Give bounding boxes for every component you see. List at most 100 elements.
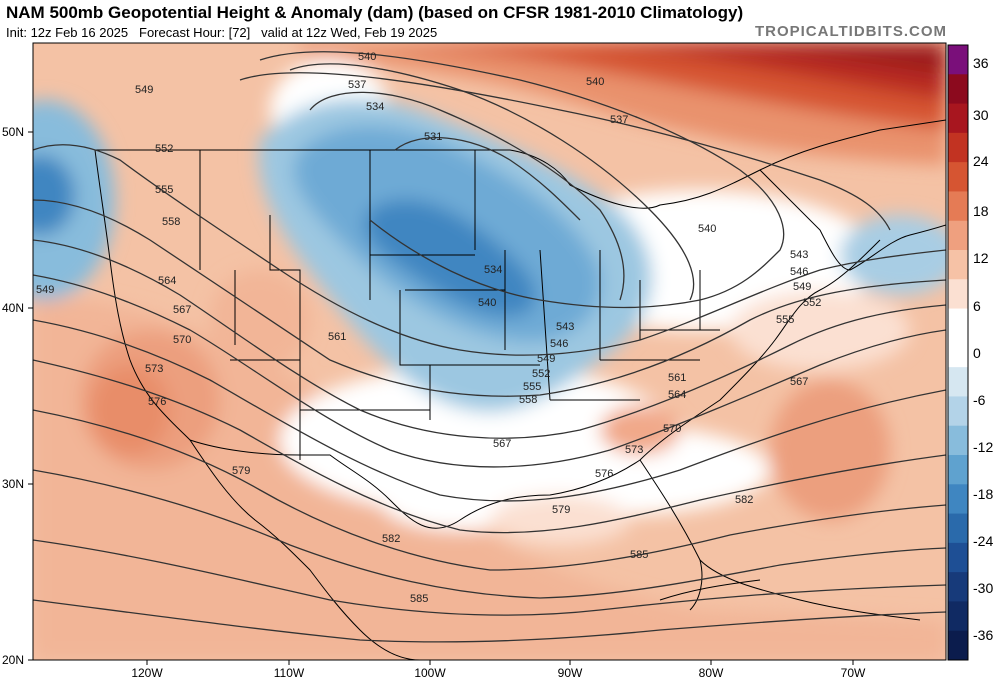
contour-label: 573 — [625, 444, 643, 456]
lat-label: 50N — [2, 125, 24, 139]
colorbar-segment — [948, 162, 968, 192]
colorbar-segment — [948, 74, 968, 105]
contour-label: 552 — [803, 297, 821, 309]
contour-label: 561 — [668, 372, 686, 384]
contour-label: 540 — [358, 51, 376, 63]
contour-label: 570 — [663, 423, 681, 435]
init-time: Init: 12z Feb 16 2025 — [6, 25, 129, 40]
contour-label: 537 — [348, 79, 366, 91]
contour-label: 543 — [556, 321, 574, 333]
colorbar-label: -18 — [973, 486, 993, 502]
colorbar-label: 0 — [973, 345, 981, 361]
contour-label: 573 — [145, 363, 163, 375]
colorbar-segment — [948, 45, 968, 75]
colorbar-segment — [948, 396, 968, 427]
contour-label: 555 — [155, 184, 173, 196]
contour-label: 579 — [552, 504, 570, 516]
lon-label: 100W — [414, 666, 446, 679]
valid-time: valid at 12z Wed, Feb 19 2025 — [261, 25, 438, 40]
contour-label: 564 — [158, 275, 176, 287]
latitude-axis: 50N 40N 30N 20N — [2, 125, 33, 667]
map-borders — [94, 119, 946, 660]
colorbar-segment — [948, 513, 968, 544]
contour-label: 582 — [382, 533, 400, 545]
contour-label: 576 — [148, 396, 166, 408]
colorbar-label: 18 — [973, 203, 989, 219]
colorbar-label: 24 — [973, 153, 989, 169]
contour-label: 585 — [630, 549, 648, 561]
contour-label: 540 — [586, 76, 604, 88]
colorbar — [947, 44, 969, 661]
colorbar-segment — [948, 601, 968, 632]
colorbar-segment — [948, 220, 968, 251]
contour-label: 555 — [523, 381, 541, 393]
contour-label: 540 — [478, 297, 496, 309]
contour-label: 534 — [366, 101, 384, 113]
colorbar-segment — [948, 308, 968, 339]
contour-label: 564 — [668, 389, 686, 401]
colorbar-segment — [948, 542, 968, 573]
colorbar-segment — [948, 132, 968, 163]
colorbar-segment — [948, 103, 968, 134]
colorbar-segment — [948, 630, 968, 661]
colorbar-label: 36 — [973, 55, 989, 71]
map-frame — [32, 42, 947, 661]
map-subtitle: Init: 12z Feb 16 2025 Forecast Hour: [72… — [6, 25, 437, 40]
colorbar-frame — [947, 44, 969, 661]
lat-label: 20N — [2, 653, 24, 667]
contour-label: 555 — [776, 314, 794, 326]
contour-label: 570 — [173, 334, 191, 346]
colorbar-labels: 36 30 24 18 12 6 0 -6 -12 -18 -24 -30 -3… — [973, 55, 993, 643]
map-title: NAM 500mb Geopotential Height & Anomaly … — [6, 3, 744, 22]
colorbar-segment — [948, 191, 968, 222]
lon-label: 110W — [274, 666, 305, 679]
contour-label: 567 — [790, 376, 808, 388]
contour-label: 546 — [790, 266, 808, 278]
contour-label: 552 — [155, 143, 173, 155]
colorbar-label: -12 — [973, 439, 993, 455]
colorbar-label: 6 — [973, 298, 981, 314]
colorbar-segment — [948, 425, 968, 456]
contour-labels: 531 534 534 537 537 540 540 540 540 543 … — [36, 51, 821, 605]
contour-label: 558 — [519, 394, 537, 406]
colorbar-segment — [948, 367, 968, 397]
colorbar-segment — [948, 572, 968, 602]
colorbar-label: -30 — [973, 580, 993, 596]
colorbar-segment — [948, 484, 968, 515]
contour-label: 558 — [162, 216, 180, 228]
colorbar-label: -24 — [973, 533, 993, 549]
contour-label: 540 — [698, 223, 716, 235]
colorbar-label: 12 — [973, 250, 989, 266]
colorbar-segment — [948, 455, 968, 485]
forecast-hour: Forecast Hour: [72] — [139, 25, 251, 40]
contour-label: 576 — [595, 468, 613, 480]
contour-label: 579 — [232, 465, 250, 477]
contour-label: 552 — [532, 368, 550, 380]
longitude-axis: 120W 110W 100W 90W 80W 70W — [131, 660, 866, 679]
contour-label: 567 — [493, 438, 511, 450]
colorbar-segment — [948, 250, 968, 280]
contour-label: 537 — [610, 114, 628, 126]
colorbar-label: -6 — [973, 392, 986, 408]
contour-label: 582 — [735, 494, 753, 506]
colorbar-label: -36 — [973, 627, 993, 643]
lon-label: 90W — [558, 666, 583, 679]
contour-label: 531 — [424, 131, 442, 143]
contour-label: 549 — [36, 284, 54, 296]
contour-label: 543 — [790, 249, 808, 261]
contour-label: 549 — [537, 353, 555, 365]
colorbar-label: 30 — [973, 107, 989, 123]
contour-label: 585 — [410, 593, 428, 605]
lon-label: 120W — [131, 666, 163, 679]
colorbar-segment — [948, 279, 968, 310]
lon-label: 80W — [699, 666, 724, 679]
contour-label: 549 — [793, 281, 811, 293]
lon-label: 70W — [841, 666, 866, 679]
brand-watermark: TROPICALTIDBITS.COM — [754, 23, 947, 40]
lat-label: 40N — [2, 301, 24, 315]
contour-label: 567 — [173, 304, 191, 316]
lat-label: 30N — [2, 477, 24, 491]
height-contours — [33, 51, 946, 643]
contour-label: 546 — [550, 338, 568, 350]
